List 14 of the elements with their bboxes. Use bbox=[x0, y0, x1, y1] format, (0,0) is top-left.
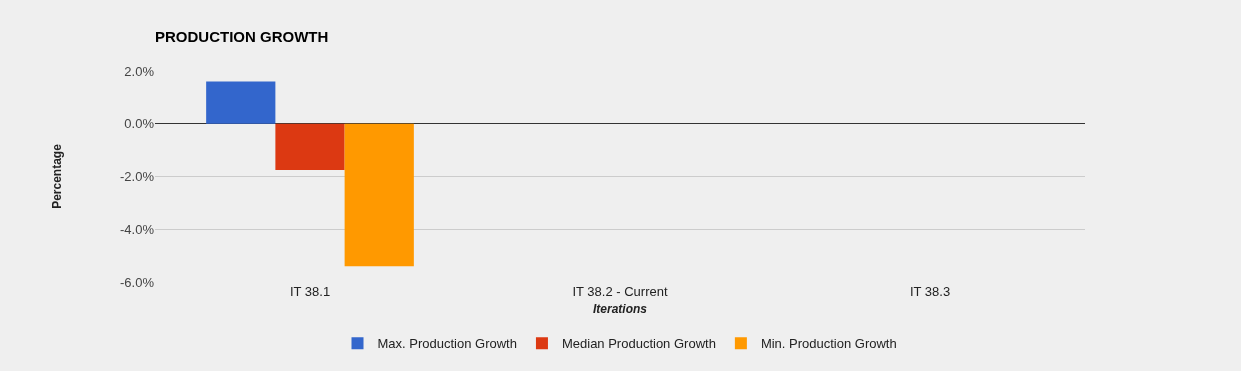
legend-label: Max. Production Growth bbox=[377, 336, 517, 352]
y-tick-label: -4.0% bbox=[120, 221, 155, 237]
y-axis-title: Percentage bbox=[50, 143, 65, 209]
x-tick-label: IT 38.3 bbox=[909, 284, 951, 299]
y-tick-label: -6.0% bbox=[120, 274, 155, 290]
legend-label: Min. Production Growth bbox=[760, 336, 897, 352]
x-tick-label: IT 38.1 bbox=[289, 284, 331, 299]
x-tick-label: IT 38.2 - Current bbox=[572, 284, 668, 299]
y-tick-label: 2.0% bbox=[124, 63, 155, 79]
chart-title: PRODUCTION GROWTH bbox=[155, 28, 329, 46]
y-tick-label: 0.0% bbox=[124, 116, 155, 132]
y-tick-label: -2.0% bbox=[120, 169, 155, 185]
legend-label: Median Production Growth bbox=[561, 336, 716, 352]
x-axis-title: Iterations bbox=[592, 301, 648, 316]
